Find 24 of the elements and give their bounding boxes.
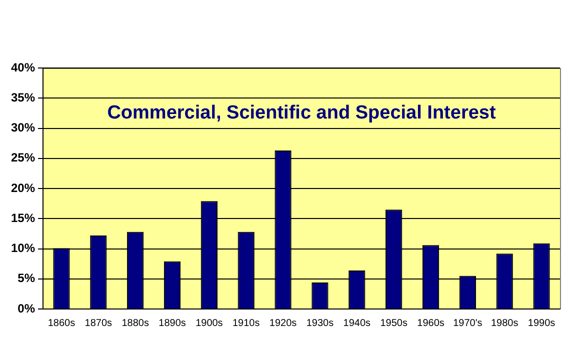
x-tick-label: 1950s	[380, 318, 408, 329]
y-tick-label: 10%	[10, 241, 36, 256]
x-tick-label: 1920s	[269, 318, 297, 329]
text: Commercial, Scientific and Special Interest	[107, 102, 496, 124]
x-tick-label: 1960s	[417, 318, 444, 329]
x-tick-label: 1980s	[490, 318, 518, 329]
x-tick-label: 1880s	[122, 318, 149, 329]
y-tick-label: 40%	[10, 60, 36, 74]
x-tick-label: 1990s	[528, 318, 556, 329]
y-tick-label: 20%	[10, 180, 36, 195]
y-tick-label: 25%	[10, 150, 36, 165]
x-tick-label: 1860s	[48, 318, 76, 329]
x-tick-label: 1910s	[232, 318, 260, 329]
x-tick-label: 1870s	[84, 318, 112, 329]
y-tick-label: 15%	[10, 210, 36, 225]
x-tick-label: 1930s	[306, 318, 334, 329]
x-tick-label: 1940s	[343, 318, 371, 329]
y-tick-label: 0%	[18, 301, 36, 316]
y-tick-label: 35%	[10, 90, 36, 104]
x-tick-label: 1900s	[196, 318, 223, 329]
y-tick-label: 5%	[18, 271, 36, 286]
x-tick-label: 1970's	[453, 318, 482, 329]
x-tick-label: 1890s	[158, 318, 186, 329]
y-tick-label: 30%	[10, 120, 36, 135]
